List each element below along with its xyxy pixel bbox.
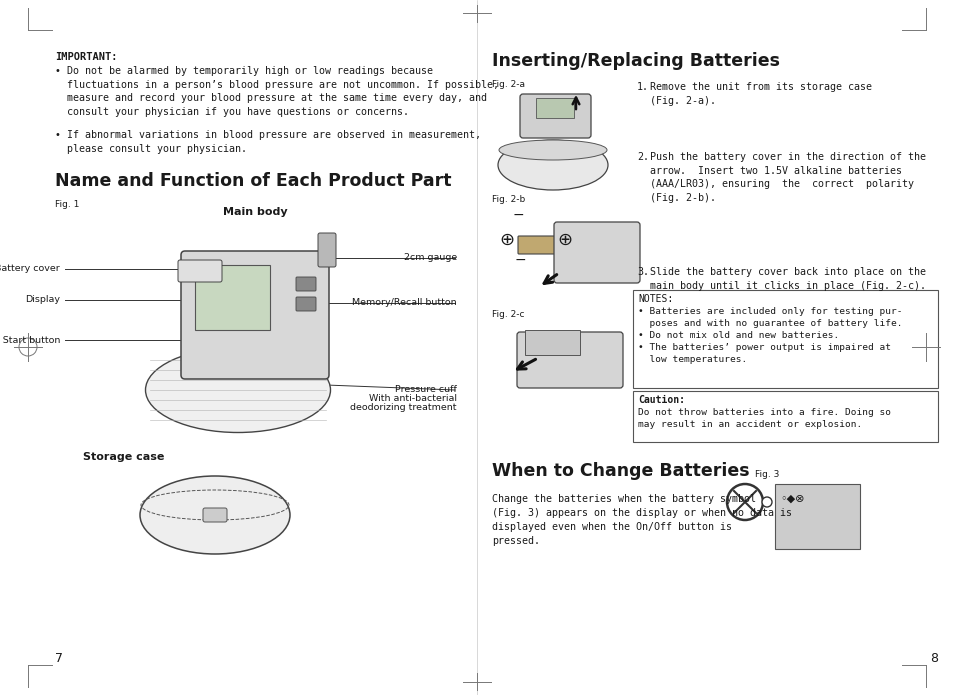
Text: Display: Display [25,295,60,304]
Text: 2cm gauge: 2cm gauge [403,254,456,263]
FancyBboxPatch shape [554,222,639,283]
Text: 1.: 1. [637,82,648,92]
Ellipse shape [140,476,290,554]
Text: 7: 7 [55,652,63,665]
Text: Main body: Main body [222,207,287,217]
Text: Push the battery cover in the direction of the
arrow.  Insert two 1.5V alkaline : Push the battery cover in the direction … [649,152,925,203]
Bar [774,484,859,549]
Text: Do not throw batteries into a fire. Doing so
may result in an accident or explos: Do not throw batteries into a fire. Doin… [638,408,890,429]
Ellipse shape [498,140,606,160]
Text: Remove the unit from its storage case
(Fig. 2-a).: Remove the unit from its storage case (F… [649,82,871,106]
Text: −: − [513,208,524,222]
Text: • If abnormal variations in blood pressure are observed in measurement,
  please: • If abnormal variations in blood pressu… [55,130,480,154]
FancyBboxPatch shape [203,508,227,522]
Text: Battery cover: Battery cover [0,265,60,274]
Text: Storage case: Storage case [83,452,164,462]
Text: Fig. 2-b: Fig. 2-b [492,195,525,204]
Text: With anti-bacterial: With anti-bacterial [369,395,456,404]
Text: NOTES:: NOTES: [638,294,673,304]
Bar [633,290,937,388]
Ellipse shape [497,140,607,190]
Text: Change the batteries when the battery symbol
(Fig. 3) appears on the display or : Change the batteries when the battery sy… [492,494,791,546]
Ellipse shape [146,348,330,432]
Text: Slide the battery cover back into place on the
main body until it clicks in plac: Slide the battery cover back into place … [649,267,925,291]
Bar [536,98,574,118]
Text: ◦◆⊗: ◦◆⊗ [780,494,803,504]
Text: 2.: 2. [637,152,648,162]
Bar [633,391,937,442]
Text: Fig. 1: Fig. 1 [55,200,79,209]
Text: Inserting/Replacing Batteries: Inserting/Replacing Batteries [492,52,780,70]
Text: Fig. 2-a: Fig. 2-a [492,80,524,89]
Text: ⊕: ⊕ [498,231,514,249]
FancyBboxPatch shape [317,233,335,267]
Text: Memory/Recall button: Memory/Recall button [352,298,456,307]
Text: • Do not be alarmed by temporarily high or low readings because
  fluctuations i: • Do not be alarmed by temporarily high … [55,66,498,117]
Text: Caution:: Caution: [638,395,684,405]
Circle shape [761,497,771,507]
Text: On/Off Start button: On/Off Start button [0,336,60,345]
Text: Fig. 2-c: Fig. 2-c [492,310,524,319]
Text: Fig. 3: Fig. 3 [754,470,779,479]
Text: ⊕: ⊕ [557,231,572,249]
Text: 3.: 3. [637,267,648,277]
FancyBboxPatch shape [178,260,222,282]
FancyBboxPatch shape [517,332,622,388]
FancyBboxPatch shape [517,236,558,254]
FancyBboxPatch shape [295,297,315,311]
Text: IMPORTANT:: IMPORTANT: [55,52,117,62]
Text: Name and Function of Each Product Part: Name and Function of Each Product Part [55,172,451,190]
Bar [524,330,579,355]
FancyBboxPatch shape [519,94,590,138]
Text: −: − [515,253,526,267]
FancyBboxPatch shape [295,277,315,291]
Text: deodorizing treatment: deodorizing treatment [350,404,456,413]
Text: When to Change Batteries: When to Change Batteries [492,462,749,480]
Bar [194,265,270,330]
Text: • Batteries are included only for testing pur-
  poses and with no guarantee of : • Batteries are included only for testin… [638,307,902,363]
FancyBboxPatch shape [181,251,329,379]
Circle shape [726,484,762,520]
Text: Pressure cuff: Pressure cuff [395,386,456,395]
Text: 8: 8 [929,652,937,665]
